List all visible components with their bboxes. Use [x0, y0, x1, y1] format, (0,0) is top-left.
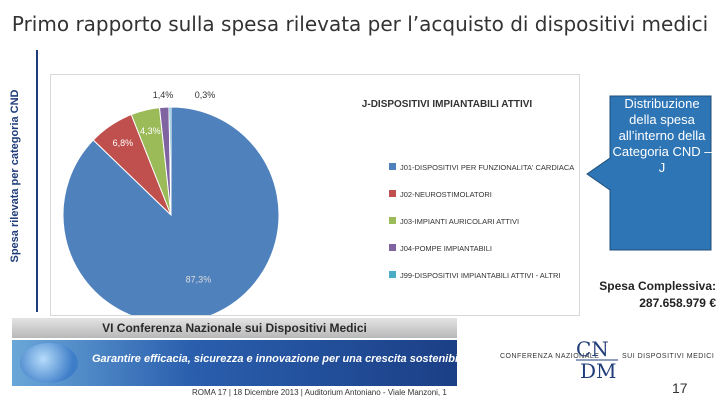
pie-data-label: 0,3%: [195, 90, 216, 100]
legend-label: J01-DISPOSITIVI PER FUNZIONALITA' CARDIA…: [400, 163, 574, 172]
page-number: 17: [672, 380, 688, 396]
legend-swatch: [389, 271, 396, 278]
vertical-rule: [36, 50, 38, 312]
svg-text:CN: CN: [576, 337, 609, 361]
legend-label: J02-NEUROSTIMOLATORI: [400, 190, 492, 199]
callout-arrow: [586, 95, 712, 251]
pie-data-label: 87,3%: [186, 275, 212, 285]
pie-slice: [168, 106, 172, 216]
pie-chart-svg: J-DISPOSITIVI IMPIANTABILI ATTIVI 87,3% 6,…: [62, 90, 574, 315]
brain-icon: [20, 343, 78, 383]
legend-swatch: [389, 163, 396, 170]
legend-swatch: [389, 190, 396, 197]
total-spending-value: 287.658.979 €: [639, 296, 716, 310]
pie-chart: J-DISPOSITIVI IMPIANTABILI ATTIVI 87,3% 6,…: [50, 74, 580, 316]
banner-stripe: Garantire efficacia, sicurezza e innovaz…: [12, 340, 467, 386]
banner-venue: ROMA 17 | 18 Dicembre 2013 | Auditorium …: [192, 388, 447, 397]
logo-right-text: SUI DISPOSITIVI MEDICI: [622, 353, 715, 360]
conference-banner: VI Conferenza Nazionale sui Dispositivi …: [12, 318, 467, 402]
legend-label: J99-DISPOSITIVI IMPIANTABILI ATTIVI - AL…: [400, 271, 560, 280]
chart-title: J-DISPOSITIVI IMPIANTABILI ATTIVI: [362, 99, 533, 110]
pie-data-label: 4,3%: [140, 126, 161, 136]
side-label-text: Spesa rilevata per categoria CND: [9, 89, 21, 263]
legend-label: J04-POMPE IMPIANTABILI: [400, 244, 492, 253]
banner-title: VI Conferenza Nazionale sui Dispositivi …: [12, 318, 457, 338]
pie-data-label: 6,8%: [113, 138, 134, 148]
side-label: Spesa rilevata per categoria CND: [2, 45, 28, 307]
pie-data-label: 1,4%: [153, 90, 174, 100]
total-spending-label: Spesa Complessiva:: [599, 279, 716, 293]
cnd-logo-icon: CN DM: [576, 337, 618, 382]
legend-swatch: [389, 244, 396, 251]
total-spending: Spesa Complessiva: 287.658.979 €: [560, 278, 716, 312]
callout-text: Distribuzione della spesa all’interno de…: [612, 96, 712, 175]
slide-title: Primo rapporto sulla spesa rilevata per …: [11, 12, 709, 36]
legend-swatch: [389, 217, 396, 224]
legend-label: J03-IMPIANTI AURICOLARI ATTIVI: [400, 217, 519, 226]
banner-tagline: Garantire efficacia, sicurezza e innovaz…: [92, 353, 468, 365]
logo-left-text: CONFERENZA NAZIONALE: [500, 353, 600, 360]
svg-text:DM: DM: [580, 359, 617, 382]
